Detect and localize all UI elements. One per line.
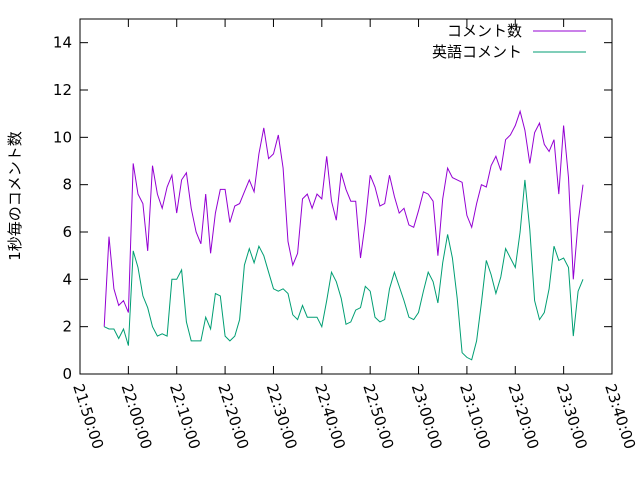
series-lines	[103, 109, 584, 361]
series-line-1	[103, 179, 584, 361]
legend-label-series-0: コメント数	[447, 22, 522, 40]
y-tick-label: 6	[62, 223, 72, 241]
y-tick-label: 4	[62, 270, 72, 288]
plot-area-border	[79, 18, 613, 375]
y-axis-label: 1秒毎のコメント数	[6, 131, 24, 261]
legend-label-series-1: 英語コメント	[432, 43, 522, 61]
y-tick-label: 12	[53, 81, 72, 99]
y-axis: 0 2 4 6 8 10 12 14	[53, 34, 612, 383]
y-tick-label: 0	[62, 365, 72, 383]
y-tick-label: 8	[62, 176, 72, 194]
legend: コメント数 英語コメント	[432, 22, 586, 61]
y-tick-label: 2	[62, 318, 72, 336]
series-line-0	[103, 109, 584, 327]
y-tick-label: 14	[53, 34, 72, 52]
y-tick-label: 10	[53, 128, 72, 146]
